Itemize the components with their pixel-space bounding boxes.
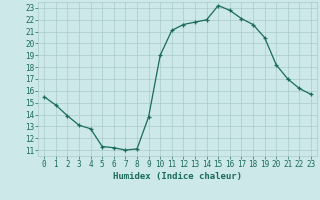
X-axis label: Humidex (Indice chaleur): Humidex (Indice chaleur)	[113, 172, 242, 181]
